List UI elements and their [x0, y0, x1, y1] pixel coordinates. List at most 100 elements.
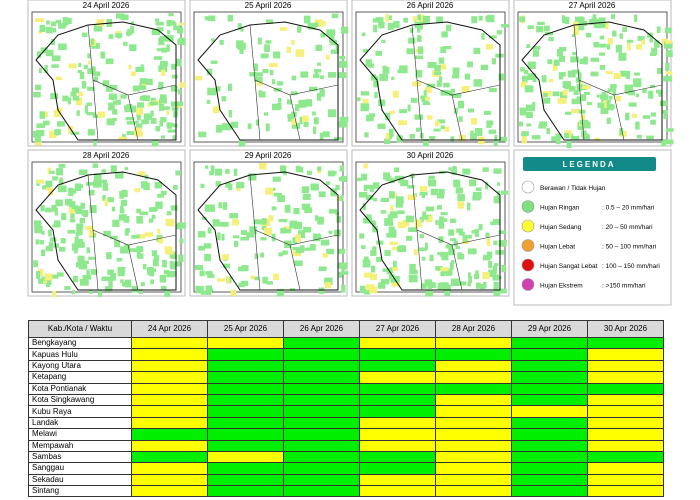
- map-grid: 24 April 2026 25 April 2026 26 April 2026 2…: [27, 0, 674, 306]
- rain-patch: [521, 75, 528, 83]
- rain-patch: [172, 135, 176, 140]
- rain-patch: [494, 135, 498, 143]
- rain-patch: [475, 282, 481, 289]
- rain-patch: [548, 37, 554, 42]
- rain-patch: [195, 285, 204, 294]
- rain-patch: [38, 268, 44, 276]
- rain-patch: [364, 184, 374, 189]
- rain-patch: [600, 106, 609, 115]
- rain-patch: [457, 252, 463, 260]
- rain-patch: [301, 203, 311, 210]
- rain-patch: [449, 218, 456, 224]
- rain-patch: [68, 201, 76, 208]
- rain-patch: [223, 263, 231, 269]
- rain-patch: [452, 67, 460, 75]
- forecast-cell: [131, 382, 208, 395]
- forecast-cell: [587, 393, 664, 407]
- rain-patch: [474, 128, 483, 137]
- rain-patch: [139, 78, 148, 85]
- rain-patch: [587, 101, 593, 106]
- rain-patch: [92, 114, 101, 118]
- rain-patch: [606, 44, 611, 50]
- rain-patch: [91, 43, 100, 49]
- rain-patch: [498, 73, 505, 81]
- rain-patch: [572, 69, 580, 74]
- rain-patch: [612, 87, 616, 96]
- rain-patch: [552, 63, 558, 71]
- rain-patch: [478, 15, 483, 21]
- forecast-cell: [359, 416, 436, 430]
- rain-patch: [246, 232, 255, 238]
- table-row: Sanggau: [28, 462, 664, 475]
- rain-patch: [580, 119, 589, 124]
- rain-patch: [136, 246, 144, 252]
- rain-patch: [458, 116, 463, 122]
- rain-patch: [159, 120, 164, 127]
- forecast-cell: [359, 439, 436, 452]
- rain-patch: [50, 93, 59, 100]
- map-title: 28 April 2026: [83, 151, 130, 160]
- header-row: Kab./Kota / Waktu 24 Apr 2026 25 Apr 2026 2…: [28, 320, 664, 338]
- rain-patch: [221, 254, 229, 261]
- rain-patch: [391, 76, 395, 80]
- rain-patch: [55, 76, 62, 81]
- forecast-cell: [587, 405, 664, 418]
- rain-patch: [206, 68, 213, 76]
- legend-panel: [513, 149, 672, 306]
- rain-patch: [398, 175, 405, 184]
- rain-patch: [149, 101, 158, 106]
- rain-patch: [438, 222, 445, 229]
- rain-patch: [52, 290, 57, 298]
- region-name: Kota Singkawang: [28, 393, 132, 407]
- rain-patch: [79, 71, 85, 80]
- rain-patch: [271, 206, 277, 211]
- rain-patch: [234, 240, 239, 247]
- header-cell: 26 Apr 2026: [283, 320, 360, 338]
- forecast-cell: [283, 416, 360, 430]
- district-lines: [411, 24, 501, 141]
- rain-patch: [470, 130, 474, 135]
- rain-patch: [631, 113, 638, 119]
- rain-patch: [123, 191, 128, 197]
- rain-patch: [277, 195, 285, 203]
- district-lines: [87, 174, 177, 291]
- rain-patch: [93, 139, 97, 147]
- forecast-cell: [359, 336, 436, 350]
- rain-patch: [370, 74, 377, 81]
- rain-patch: [313, 69, 322, 73]
- rain-patch: [204, 204, 212, 212]
- header-cell: 30 Apr 2026: [587, 320, 664, 338]
- rain-patch: [295, 248, 302, 254]
- rain-patch: [328, 230, 333, 234]
- rain-patch: [606, 117, 611, 124]
- rain-patch: [295, 165, 301, 173]
- rain-patch: [86, 112, 96, 116]
- rain-patch: [421, 256, 426, 261]
- rain-patch: [633, 72, 640, 76]
- rain-patch: [663, 112, 668, 119]
- region-name: Landak: [28, 416, 132, 430]
- rain-patch: [131, 286, 138, 293]
- rain-patch: [294, 221, 302, 230]
- rain-patch: [237, 42, 246, 50]
- rain-patch: [439, 76, 443, 82]
- rain-patch: [317, 166, 322, 172]
- rain-patch: [278, 218, 288, 223]
- rain-patch: [161, 95, 167, 101]
- rain-patch: [85, 225, 93, 231]
- rain-patch: [320, 21, 326, 26]
- rain-patch: [408, 274, 418, 283]
- rain-patch: [360, 103, 369, 112]
- rain-patch: [273, 273, 279, 280]
- rain-patch: [259, 163, 267, 170]
- rain-patch: [136, 234, 140, 238]
- rain-patch: [55, 19, 62, 24]
- rain-patch: [35, 18, 44, 23]
- rain-patch: [179, 22, 184, 26]
- rain-patch: [106, 252, 112, 260]
- rain-patch: [88, 229, 95, 237]
- rain-patch: [440, 125, 445, 129]
- rain-patch: [537, 21, 545, 26]
- forecast-cell: [435, 393, 512, 407]
- rain-patch: [75, 262, 83, 268]
